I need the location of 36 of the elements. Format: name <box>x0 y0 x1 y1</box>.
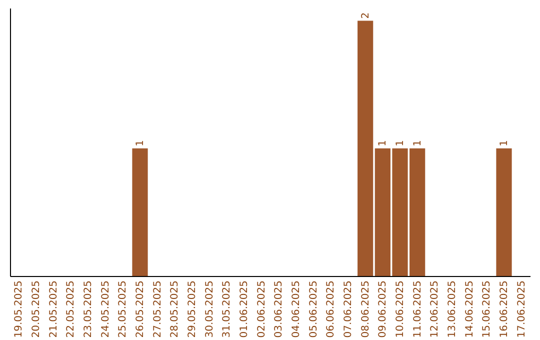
data-label: 1 <box>378 140 389 146</box>
x-tick-label: 01.06.2025 <box>239 280 250 338</box>
x-tick-label: 10.06.2025 <box>395 280 406 338</box>
x-tick-label: 05.06.2025 <box>308 280 320 338</box>
x-tick-label: 30.05.2025 <box>204 280 216 338</box>
x-tick-label: 17.06.2025 <box>516 280 528 338</box>
x-tick-label: 06.06.2025 <box>326 280 337 338</box>
x-tick-label: 29.05.2025 <box>187 280 198 338</box>
x-tick-label: 28.05.2025 <box>170 280 181 338</box>
data-label: 1 <box>135 140 146 146</box>
x-tick-label: 02.06.2025 <box>256 280 268 338</box>
x-tick-label: 03.06.2025 <box>274 280 285 338</box>
x-tick-label: 14.06.2025 <box>464 280 476 338</box>
data-label: 1 <box>395 140 406 146</box>
x-tick-label: 12.06.2025 <box>430 280 441 338</box>
x-tick-label: 15.06.2025 <box>482 280 493 338</box>
x-tick-label: 16.06.2025 <box>499 280 510 338</box>
x-tick-label: 21.05.2025 <box>48 280 60 338</box>
x-tick-label: 20.05.2025 <box>31 280 42 338</box>
x-tick-label: 25.05.2025 <box>118 280 129 338</box>
x-tick-label: 26.05.2025 <box>135 280 146 338</box>
data-label: 2 <box>360 12 372 19</box>
data-label: 1 <box>499 140 510 146</box>
x-tick-label: 23.05.2025 <box>83 280 94 338</box>
x-tick-label: 09.06.2025 <box>378 280 389 338</box>
data-label: 1 <box>412 140 424 146</box>
x-tick-label: 07.06.2025 <box>343 280 354 338</box>
x-tick-label: 08.06.2025 <box>360 280 372 338</box>
x-tick-label: 24.05.2025 <box>100 280 112 338</box>
x-tick-label: 27.05.2025 <box>152 280 164 338</box>
x-tick-label: 13.06.2025 <box>447 280 458 338</box>
x-tick-label: 31.05.2025 <box>222 280 233 338</box>
x-tick-label: 22.05.2025 <box>66 280 77 338</box>
x-tick-label: 19.05.2025 <box>14 280 25 338</box>
x-tick-label: 11.06.2025 <box>412 280 424 338</box>
x-tick-label: 04.06.2025 <box>291 280 302 338</box>
